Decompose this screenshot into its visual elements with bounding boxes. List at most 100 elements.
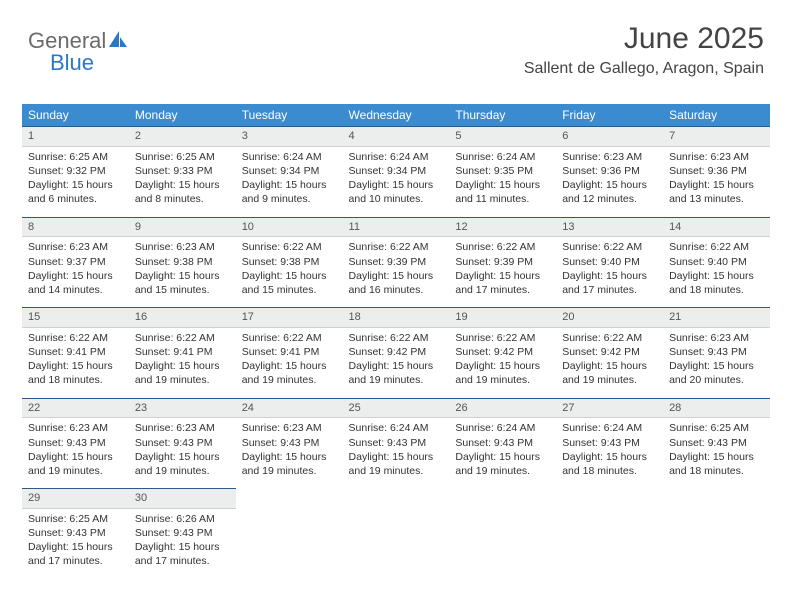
daylight-line: Daylight: 15 hours and 19 minutes. [135,450,230,478]
sunrise-line: Sunrise: 6:23 AM [242,421,337,435]
day-details: Sunrise: 6:24 AMSunset: 9:43 PMDaylight:… [449,418,556,488]
calendar-cell: 13Sunrise: 6:22 AMSunset: 9:40 PMDayligh… [556,217,663,308]
daylight-line: Daylight: 15 hours and 8 minutes. [135,178,230,206]
day-details: Sunrise: 6:22 AMSunset: 9:39 PMDaylight:… [343,237,450,307]
sunset-line: Sunset: 9:33 PM [135,164,230,178]
day-number: 13 [556,217,663,238]
sunset-line: Sunset: 9:32 PM [28,164,123,178]
calendar-cell: 22Sunrise: 6:23 AMSunset: 9:43 PMDayligh… [22,398,129,489]
calendar-cell: 16Sunrise: 6:22 AMSunset: 9:41 PMDayligh… [129,307,236,398]
calendar-cell: 30Sunrise: 6:26 AMSunset: 9:43 PMDayligh… [129,488,236,579]
sunset-line: Sunset: 9:39 PM [349,255,444,269]
calendar-cell: 7Sunrise: 6:23 AMSunset: 9:36 PMDaylight… [663,126,770,217]
daylight-line: Daylight: 15 hours and 17 minutes. [455,269,550,297]
day-details: Sunrise: 6:23 AMSunset: 9:36 PMDaylight:… [556,147,663,217]
sunset-line: Sunset: 9:35 PM [455,164,550,178]
day-details: Sunrise: 6:22 AMSunset: 9:41 PMDaylight:… [129,328,236,398]
weekday-header: Monday [129,104,236,126]
weekday-header: Friday [556,104,663,126]
weekday-header-row: Sunday Monday Tuesday Wednesday Thursday… [22,104,770,126]
day-number: 3 [236,126,343,147]
day-number: 8 [22,217,129,238]
weekday-header: Tuesday [236,104,343,126]
sunrise-line: Sunrise: 6:24 AM [455,421,550,435]
day-details: Sunrise: 6:23 AMSunset: 9:37 PMDaylight:… [22,237,129,307]
day-number: 2 [129,126,236,147]
calendar-cell: 17Sunrise: 6:22 AMSunset: 9:41 PMDayligh… [236,307,343,398]
calendar-cell: .. [449,488,556,579]
daylight-line: Daylight: 15 hours and 6 minutes. [28,178,123,206]
daylight-line: Daylight: 15 hours and 18 minutes. [562,450,657,478]
daylight-line: Daylight: 15 hours and 13 minutes. [669,178,764,206]
calendar-cell: 3Sunrise: 6:24 AMSunset: 9:34 PMDaylight… [236,126,343,217]
daylight-line: Daylight: 15 hours and 16 minutes. [349,269,444,297]
calendar-cell: 8Sunrise: 6:23 AMSunset: 9:37 PMDaylight… [22,217,129,308]
daylight-line: Daylight: 15 hours and 19 minutes. [135,359,230,387]
calendar-cell: 23Sunrise: 6:23 AMSunset: 9:43 PMDayligh… [129,398,236,489]
day-number: 18 [343,307,450,328]
sunrise-line: Sunrise: 6:23 AM [669,331,764,345]
daylight-line: Daylight: 15 hours and 20 minutes. [669,359,764,387]
daylight-line: Daylight: 15 hours and 17 minutes. [28,540,123,568]
calendar-cell: 1Sunrise: 6:25 AMSunset: 9:32 PMDaylight… [22,126,129,217]
daylight-line: Daylight: 15 hours and 19 minutes. [242,359,337,387]
sunrise-line: Sunrise: 6:26 AM [135,512,230,526]
calendar-cell: .. [343,488,450,579]
calendar-body: 1Sunrise: 6:25 AMSunset: 9:32 PMDaylight… [22,126,770,579]
sunset-line: Sunset: 9:38 PM [135,255,230,269]
day-details: Sunrise: 6:22 AMSunset: 9:41 PMDaylight:… [236,328,343,398]
daylight-line: Daylight: 15 hours and 10 minutes. [349,178,444,206]
day-details: Sunrise: 6:24 AMSunset: 9:34 PMDaylight:… [236,147,343,217]
calendar-cell: 18Sunrise: 6:22 AMSunset: 9:42 PMDayligh… [343,307,450,398]
sunrise-line: Sunrise: 6:23 AM [135,240,230,254]
sunset-line: Sunset: 9:43 PM [669,345,764,359]
day-details: Sunrise: 6:25 AMSunset: 9:33 PMDaylight:… [129,147,236,217]
sunrise-line: Sunrise: 6:24 AM [562,421,657,435]
day-details: Sunrise: 6:22 AMSunset: 9:42 PMDaylight:… [556,328,663,398]
day-number: 17 [236,307,343,328]
sunrise-line: Sunrise: 6:25 AM [135,150,230,164]
weekday-header: Saturday [663,104,770,126]
day-details: Sunrise: 6:23 AMSunset: 9:43 PMDaylight:… [236,418,343,488]
day-number: 1 [22,126,129,147]
sunset-line: Sunset: 9:43 PM [135,436,230,450]
sunrise-line: Sunrise: 6:22 AM [669,240,764,254]
day-number: 14 [663,217,770,238]
calendar-cell: 9Sunrise: 6:23 AMSunset: 9:38 PMDaylight… [129,217,236,308]
calendar-cell: 2Sunrise: 6:25 AMSunset: 9:33 PMDaylight… [129,126,236,217]
sunset-line: Sunset: 9:41 PM [242,345,337,359]
day-number: 16 [129,307,236,328]
sunrise-line: Sunrise: 6:22 AM [455,240,550,254]
sunrise-line: Sunrise: 6:24 AM [349,421,444,435]
day-number: 4 [343,126,450,147]
sunset-line: Sunset: 9:38 PM [242,255,337,269]
day-number: 19 [449,307,556,328]
sunrise-line: Sunrise: 6:23 AM [135,421,230,435]
sunset-line: Sunset: 9:42 PM [455,345,550,359]
calendar-cell: .. [236,488,343,579]
weekday-header: Wednesday [343,104,450,126]
day-number: 11 [343,217,450,238]
sunrise-line: Sunrise: 6:22 AM [28,331,123,345]
day-number: 12 [449,217,556,238]
day-details: Sunrise: 6:24 AMSunset: 9:43 PMDaylight:… [343,418,450,488]
sunrise-line: Sunrise: 6:24 AM [455,150,550,164]
day-number: 6 [556,126,663,147]
sunset-line: Sunset: 9:43 PM [669,436,764,450]
sunset-line: Sunset: 9:43 PM [455,436,550,450]
sunset-line: Sunset: 9:39 PM [455,255,550,269]
sunrise-line: Sunrise: 6:22 AM [455,331,550,345]
day-details: Sunrise: 6:23 AMSunset: 9:43 PMDaylight:… [22,418,129,488]
calendar-row: 22Sunrise: 6:23 AMSunset: 9:43 PMDayligh… [22,398,770,489]
daylight-line: Daylight: 15 hours and 11 minutes. [455,178,550,206]
day-number: 15 [22,307,129,328]
sunset-line: Sunset: 9:43 PM [562,436,657,450]
calendar-cell: 14Sunrise: 6:22 AMSunset: 9:40 PMDayligh… [663,217,770,308]
day-details: Sunrise: 6:26 AMSunset: 9:43 PMDaylight:… [129,509,236,579]
sunrise-line: Sunrise: 6:25 AM [28,512,123,526]
sunrise-line: Sunrise: 6:24 AM [349,150,444,164]
daylight-line: Daylight: 15 hours and 19 minutes. [28,450,123,478]
day-details: Sunrise: 6:24 AMSunset: 9:34 PMDaylight:… [343,147,450,217]
daylight-line: Daylight: 15 hours and 9 minutes. [242,178,337,206]
calendar-cell: 20Sunrise: 6:22 AMSunset: 9:42 PMDayligh… [556,307,663,398]
